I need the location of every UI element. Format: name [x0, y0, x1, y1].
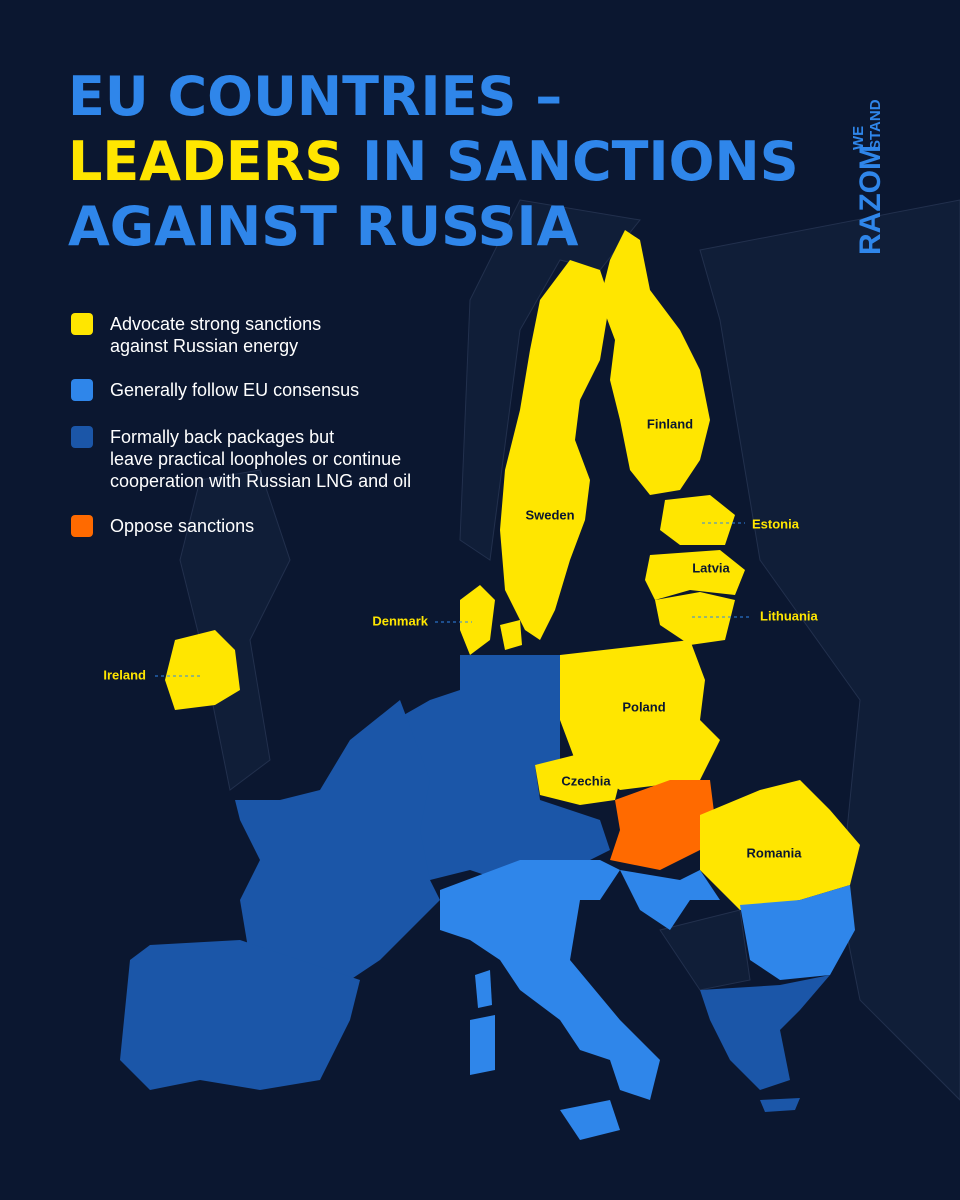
country-shape — [645, 550, 745, 600]
country-label: Ireland — [103, 667, 146, 682]
logo: RAZOM WE STAND — [850, 99, 887, 255]
legend-text: Formally back packages but — [110, 427, 334, 447]
legend-swatch — [71, 426, 93, 448]
country-label: Sweden — [525, 507, 574, 522]
country-shape — [440, 860, 660, 1100]
legend-text: Generally follow EU consensus — [110, 380, 359, 400]
country-shape — [395, 655, 610, 880]
country-label: Lithuania — [760, 608, 819, 623]
non-eu-land — [179, 469, 291, 791]
country-shape — [760, 1098, 800, 1112]
country-shape — [740, 885, 855, 980]
country-shape — [535, 755, 620, 805]
legend-swatch — [71, 379, 93, 401]
country-label: Czechia — [561, 773, 611, 788]
country-shape — [700, 975, 830, 1090]
title-line: LEADERS IN SANCTIONS — [68, 130, 799, 193]
country-shape — [470, 1015, 495, 1075]
title-highlight: LEADERS — [68, 130, 343, 193]
map — [120, 199, 960, 1140]
title-line: AGAINST RUSSIA — [68, 195, 579, 258]
country-shape — [620, 870, 720, 930]
country-shape — [460, 585, 495, 655]
logo-main: RAZOM — [854, 145, 887, 255]
logo-word: WE — [850, 126, 867, 150]
legend-text: Advocate strong sanctions — [110, 314, 321, 334]
legend-text: leave practical loopholes or continue — [110, 449, 401, 469]
country-shape — [600, 230, 710, 495]
country-shape — [560, 1100, 620, 1140]
country-shape — [475, 970, 492, 1008]
country-shape — [660, 495, 735, 545]
logo-word: STAND — [867, 99, 884, 150]
country-shape — [500, 260, 610, 640]
legend-text: cooperation with Russian LNG and oil — [110, 471, 411, 491]
country-shape — [560, 640, 720, 790]
legend-text: Oppose sanctions — [110, 516, 254, 536]
country-label: Poland — [622, 699, 665, 714]
title-rest: IN SANCTIONS — [362, 130, 799, 193]
country-shape — [610, 780, 715, 870]
country-label: Denmark — [372, 613, 428, 628]
title: EU COUNTRIES – LEADERS IN SANCTIONS AGAI… — [68, 65, 799, 258]
country-label: Estonia — [752, 516, 800, 531]
country-label: Romania — [747, 845, 803, 860]
country-shape — [500, 620, 522, 650]
legend-swatch — [71, 313, 93, 335]
country-shape — [235, 700, 440, 980]
country-shape — [165, 630, 240, 710]
legend-swatch — [71, 515, 93, 537]
country-shape — [655, 592, 735, 645]
country-label: Latvia — [692, 560, 730, 575]
title-line: EU COUNTRIES – — [68, 65, 562, 128]
country-shape — [700, 780, 860, 910]
country-labels: Finland Sweden Estonia Latvia Lithuania … — [103, 416, 818, 860]
country-label: Finland — [647, 416, 693, 431]
legend-text: against Russian energy — [110, 336, 298, 356]
non-eu-land — [659, 909, 751, 991]
country-shape — [120, 940, 360, 1090]
